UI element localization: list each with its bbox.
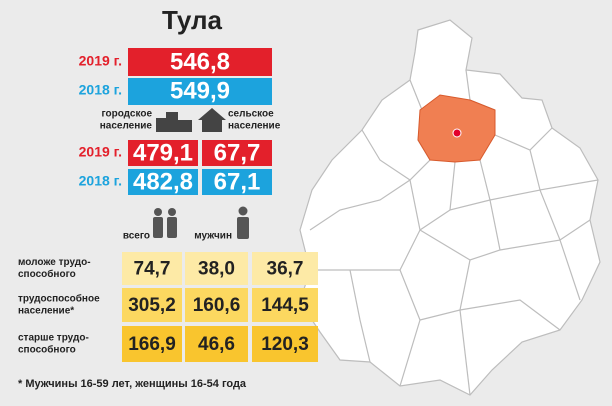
city-icon (156, 112, 192, 132)
region-border (399, 319, 421, 387)
total-box (128, 78, 272, 105)
people-icons (153, 206, 249, 239)
row-label: старше трудо- (18, 333, 89, 344)
table: моложе трудо-способного 74,7 38,0 36,7 трудо… (18, 252, 318, 362)
rural-box (202, 140, 272, 166)
cell (122, 326, 182, 362)
cell-value: 74,7 (134, 259, 171, 280)
rural-value: 67,7 (214, 139, 261, 166)
cell (185, 288, 248, 322)
year-label: 2018 г. (79, 173, 122, 189)
cell (252, 326, 318, 362)
row-label: трудоспособное (18, 293, 100, 305)
urban-box (128, 169, 198, 195)
cell (122, 252, 182, 285)
urban-value: 479,1 (133, 139, 193, 166)
urban-label: население (100, 121, 153, 132)
region-border (459, 309, 471, 396)
row-label: способного (18, 344, 76, 356)
urban-label: городское (101, 109, 152, 120)
region-border (499, 239, 581, 301)
rural-label: население (228, 121, 281, 132)
cell (252, 288, 318, 322)
rural-box (202, 169, 272, 195)
cell (122, 288, 182, 322)
cell-value: 46,6 (198, 334, 235, 355)
year-label: 2019 г. (79, 53, 122, 69)
title: Тула (162, 5, 223, 35)
row-label: население* (18, 306, 74, 317)
total-value: 549,9 (170, 77, 230, 104)
cell-value: 36,7 (267, 259, 304, 280)
rural-label: сельское (228, 109, 274, 120)
total-value: 546,8 (170, 48, 230, 75)
column-header: всего (123, 231, 150, 242)
region-border (349, 269, 371, 363)
footnote: * Мужчины 16-59 лет, женщины 16-54 года (18, 378, 247, 390)
rural-value: 67,1 (214, 168, 261, 195)
city-marker (452, 128, 462, 138)
region-border (419, 199, 501, 261)
row-label: способного (18, 268, 76, 280)
column-header: мужчин (194, 231, 232, 242)
region-border (459, 299, 561, 331)
row-label: моложе трудо- (18, 257, 91, 268)
urban-value: 482,8 (133, 168, 193, 195)
cell (185, 326, 248, 362)
cell-value: 144,5 (261, 295, 309, 316)
cell-value: 120,3 (261, 334, 309, 355)
region-border (399, 259, 471, 321)
cell (252, 252, 318, 285)
cell-value: 166,9 (128, 334, 176, 355)
tula-region (417, 94, 496, 163)
cell-value: 38,0 (198, 259, 235, 280)
house-icon (198, 108, 226, 132)
region-border (310, 229, 421, 271)
cell-value: 160,6 (193, 295, 241, 316)
urban-box (128, 140, 198, 166)
cell (185, 252, 248, 285)
total-box (128, 48, 272, 76)
map (299, 19, 601, 396)
cell-value: 305,2 (128, 295, 176, 316)
year-label: 2018 г. (79, 82, 122, 98)
region-border (361, 129, 411, 181)
year-label: 2019 г. (79, 144, 122, 160)
region-border (479, 159, 591, 241)
